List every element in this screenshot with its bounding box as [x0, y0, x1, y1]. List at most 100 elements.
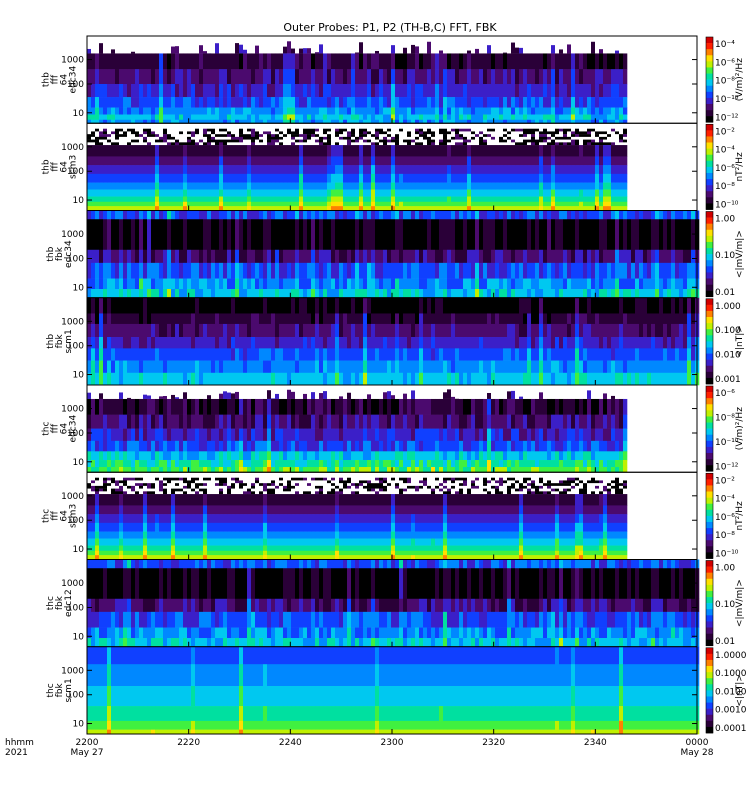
- spectrogram-image: [87, 297, 700, 386]
- colorbar-tick-label: 10⁻¹⁰: [715, 95, 739, 105]
- panel-label-line: fbk: [55, 246, 65, 261]
- colorbar-tick-label: 0.100: [715, 326, 741, 336]
- x-tick-label: 2300: [381, 738, 404, 748]
- colorbar: 1.0000 0.1000 0.0100 0.0010 0.0001 <|nT|>: [705, 647, 747, 734]
- colorbar-tick-label: 10⁻⁶: [715, 164, 735, 174]
- colorbar-tick-label: 10⁻⁸: [715, 182, 735, 192]
- colorbar-tick-label: 0.01: [715, 288, 735, 298]
- panel-label-line: edc34: [69, 415, 79, 443]
- y-tick-label: 10: [73, 283, 85, 293]
- time-axis-unit: hhmm: [5, 738, 34, 748]
- x-tick-label: 2240: [279, 738, 302, 748]
- x-tick-label: 0000: [686, 738, 709, 748]
- spectrogram-image: [87, 41, 628, 124]
- panel-label-line: thb: [42, 159, 52, 174]
- colorbar-tick-label: 10⁻¹²: [715, 462, 739, 472]
- x-tick-date: May 28: [681, 748, 714, 758]
- colorbar-tick-label: 0.01: [715, 637, 735, 647]
- y-tick-label: 100: [67, 167, 84, 177]
- colorbar-tick-label: 1.000: [715, 302, 741, 312]
- panel-label-line: thc: [46, 596, 56, 610]
- y-tick-label: 10: [73, 109, 85, 119]
- panel-label-line: thc: [42, 509, 52, 523]
- colorbar-tick-label: 10⁻¹⁰: [715, 438, 739, 448]
- colorbar-tick-label: 10⁻¹⁰: [715, 550, 739, 560]
- panel-label-line: scm1: [64, 678, 74, 702]
- y-tick-label: 100: [67, 342, 84, 352]
- colorbar-tick-label: 10⁻⁴: [715, 146, 735, 156]
- panel-label-line: 64: [60, 423, 70, 435]
- y-tick-label: 1000: [61, 492, 84, 502]
- time-axis-year: 2021: [5, 748, 28, 758]
- panel-label-line: edc34: [69, 66, 79, 94]
- colorbar-tick-label: 10⁻⁴: [715, 495, 735, 505]
- colorbar: 1.00 0.10 0.01<|mV/m|>: [705, 560, 745, 647]
- colorbar: 10⁻² 10⁻⁴ 10⁻⁶ 10⁻⁸ 10⁻¹⁰ nT²/Hz: [705, 123, 745, 211]
- y-tick-label: 1000: [61, 405, 84, 415]
- panel-label-line: edc34: [64, 240, 74, 268]
- panel-thc-fff-edc34: 1000 100 10 thc fff 64 edc34 10⁻⁶ 10⁻⁸ 10⁻¹⁰ 10⁻¹²…: [42, 384, 745, 473]
- y-tick-label: 100: [67, 516, 84, 526]
- colorbar-tick-label: 0.001: [715, 375, 741, 385]
- x-tick-label: 2200: [76, 738, 99, 748]
- colorbar-tick-label: 10⁻⁸: [715, 77, 735, 87]
- colorbar: 1.000 0.100 0.010 0.001 <|nT|>: [705, 298, 745, 385]
- colorbar-tick-label: 0.10: [715, 251, 735, 261]
- spectrogram-image: [87, 477, 628, 560]
- colorbar: 10⁻⁶ 10⁻⁸ 10⁻¹⁰ 10⁻¹² (V/m)²/Hz: [705, 385, 745, 472]
- spectrogram-image: [87, 646, 700, 735]
- y-tick-label: 100: [67, 254, 84, 264]
- colorbar-tick-label: 0.0100: [715, 687, 747, 697]
- colorbar-label: <|mV/m|>: [735, 230, 745, 278]
- x-tick-date: May 27: [71, 748, 104, 758]
- panel-label-line: thc: [42, 421, 52, 435]
- colorbar-tick-label: 10⁻⁶: [715, 58, 735, 68]
- y-tick-label: 100: [67, 603, 84, 613]
- y-tick-label: 10: [73, 632, 85, 642]
- panel-label-line: thc: [46, 683, 56, 697]
- colorbar-label: <|mV/m|>: [735, 579, 745, 627]
- colorbar-tick-label: 10⁻⁸: [715, 531, 735, 541]
- panel-label-line: fff: [51, 423, 61, 433]
- panel-label-line: scm3: [69, 155, 79, 179]
- panel-label-line: fff: [51, 74, 61, 84]
- y-tick-label: 10: [73, 196, 85, 206]
- colorbar-tick-label: 0.010: [715, 351, 741, 361]
- panel-label-line: 64: [60, 510, 70, 522]
- colorbar-tick-label: 10⁻⁶: [715, 389, 735, 399]
- colorbar: 10⁻² 10⁻⁴ 10⁻⁶ 10⁻⁸ 10⁻¹⁰ nT²/Hz: [705, 472, 745, 560]
- colorbar-tick-label: 0.1000: [715, 669, 747, 679]
- colorbar-tick-label: 1.00: [715, 564, 735, 574]
- panel-label-line: fbk: [55, 595, 65, 610]
- colorbar-label: nT²/Hz: [735, 152, 745, 182]
- y-tick-label: 10: [73, 720, 85, 730]
- colorbar-label: nT²/Hz: [735, 501, 745, 531]
- x-tick-label: 2220: [177, 738, 200, 748]
- y-tick-label: 1000: [61, 666, 84, 676]
- panel-label-line: thb: [46, 246, 56, 261]
- panel-label-line: fff: [51, 161, 61, 171]
- colorbar: 10⁻⁴ 10⁻⁶ 10⁻⁸ 10⁻¹⁰ 10⁻¹² (V/m)²/Hz: [705, 36, 745, 123]
- panel-label-line: fbk: [55, 334, 65, 349]
- panel-thc-fbk-edc12: 1000 100 10 thc fbk edc12 1.00 0.10 0.01<|mV/m|>: [46, 559, 745, 648]
- panel-label-line: edc12: [64, 589, 74, 617]
- panel-label-line: thb: [42, 72, 52, 87]
- colorbar-label: (V/m)²/Hz: [735, 407, 745, 450]
- colorbar-tick-label: 0.0001: [715, 724, 747, 734]
- y-tick-label: 1000: [61, 317, 84, 327]
- y-tick-label: 1000: [61, 143, 84, 153]
- colorbar-tick-label: 1.00: [715, 215, 735, 225]
- colorbar-tick-label: 10⁻¹²: [715, 113, 739, 123]
- panel-label-line: fbk: [55, 683, 65, 698]
- y-tick-label: 10: [73, 458, 85, 468]
- panel-label-line: thb: [46, 334, 56, 349]
- colorbar: 1.00 0.10 0.01<|mV/m|>: [705, 211, 745, 298]
- panel-label-line: 64: [60, 161, 70, 173]
- y-tick-label: 1000: [61, 579, 84, 589]
- panel-label-line: scm1: [64, 329, 74, 353]
- panel-thc-fbk-scm1: 1000 100 10 thc fbk scm1 1.0000 0.1000 0.0100 0.0…: [46, 646, 747, 735]
